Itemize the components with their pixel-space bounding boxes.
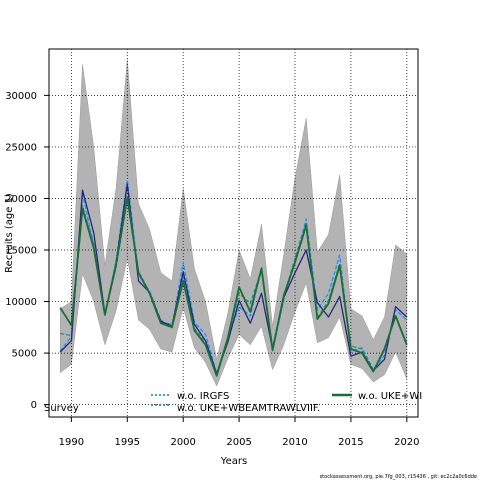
series-layer [59, 179, 408, 377]
y-tick-label: 25000 [5, 142, 37, 153]
x-tick-label: 1990 [59, 437, 84, 448]
footer-credit: stockassessment.org, pie.7fg_003, r15436… [320, 474, 477, 480]
y-tick-label: 10000 [5, 297, 37, 308]
confidence-band-layer [59, 59, 408, 387]
x-tick-label: 2015 [338, 437, 363, 448]
series-line-2 [59, 196, 408, 377]
legend-label: w.o. IRGFS [177, 391, 229, 402]
x-tick-label: 2000 [170, 437, 195, 448]
y-tick-label: 0 [31, 400, 37, 411]
x-axis-title: Years [220, 456, 247, 467]
y-tick-label: 20000 [5, 194, 37, 205]
confidence-band [59, 59, 408, 387]
x-axis: 1990 1995 2000 2005 2010 2015 2020 [59, 417, 420, 448]
x-tick-label: 2005 [226, 437, 251, 448]
legend-label: w.o. UKE+WBEAMTRAWLVIIF. [177, 403, 320, 414]
y-tick-label: 5000 [12, 349, 37, 360]
y-tick-label: 30000 [5, 91, 37, 102]
x-tick-label: 1995 [115, 437, 140, 448]
y-tick-label: 15000 [5, 246, 37, 257]
y-axis-title: Recruits (age 1) [4, 193, 15, 273]
plot-frame [48, 48, 419, 418]
legend-label: w.o. UKE+WI [358, 391, 422, 402]
y-axis: 0 5000 10000 15000 20000 25000 30000 [5, 91, 49, 411]
x-tick-label: 2010 [282, 437, 307, 448]
legend-label: Survey [44, 403, 79, 414]
x-tick-label: 2020 [394, 437, 419, 448]
